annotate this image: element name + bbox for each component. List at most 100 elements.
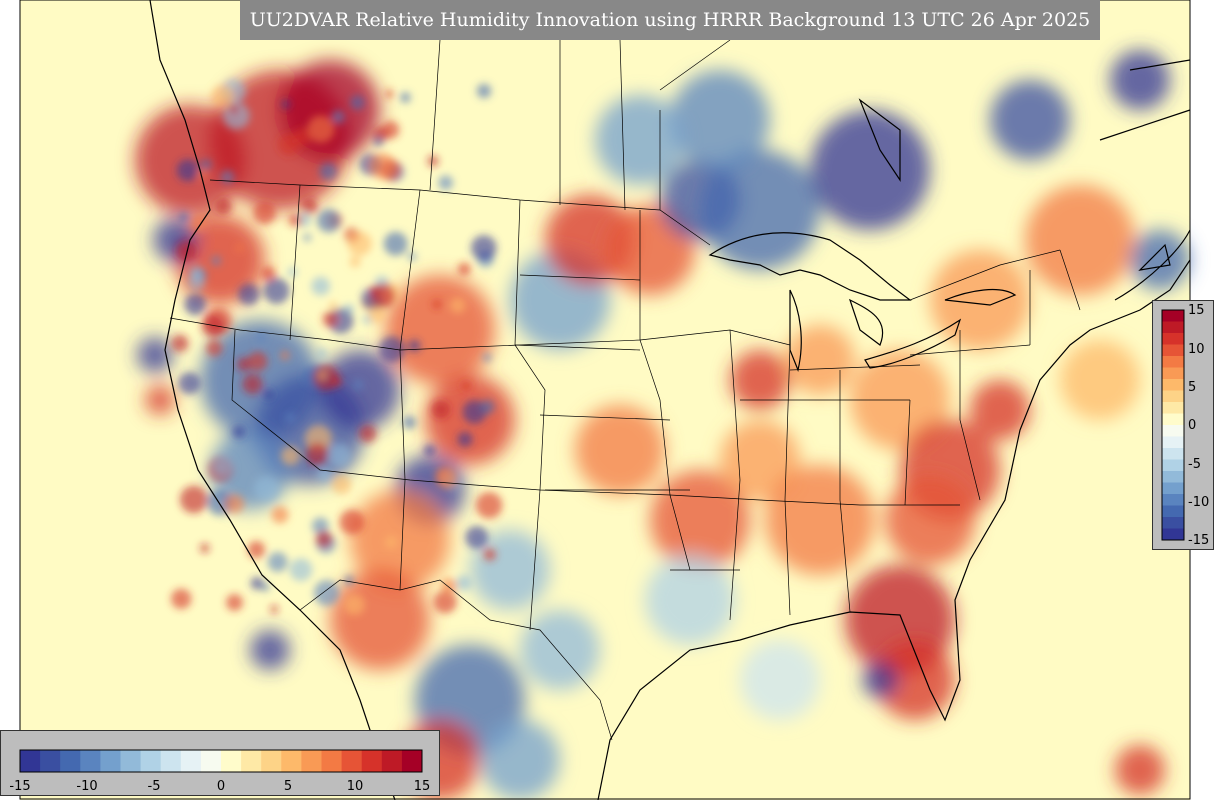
innovation-speck (199, 543, 210, 553)
colorbar-swatch (341, 750, 363, 772)
innovation-speck (349, 256, 361, 268)
colorbar-swatch (1162, 402, 1184, 414)
innovation-speck (358, 424, 377, 443)
innovation-speck (280, 350, 290, 361)
innovation-speck (427, 155, 439, 167)
innovation-blob (385, 275, 495, 385)
lake-huron (848, 298, 884, 346)
innovation-speck (322, 311, 339, 328)
colorbar-swatch (301, 750, 322, 772)
innovation-blob (330, 570, 430, 670)
colorbar-swatch (1162, 517, 1184, 529)
innovation-speck (483, 548, 497, 561)
innovation-speck (280, 446, 301, 466)
colorbar-swatch (100, 750, 121, 772)
hbar-tick-label: -10 (76, 779, 97, 794)
state-lines-vertical (289, 184, 981, 631)
colorbar-swatch (1162, 471, 1184, 483)
hbar-tick-label: -5 (148, 779, 161, 794)
innovation-speck (480, 399, 496, 415)
vbar-tick-label: 5 (1188, 380, 1196, 395)
innovation-field-detail (171, 79, 503, 616)
innovation-blob (765, 465, 875, 575)
vbar-tick-label: 15 (1188, 303, 1205, 318)
innovation-blob (990, 80, 1070, 160)
innovation-speck (176, 240, 197, 262)
innovation-speck (211, 85, 235, 109)
innovation-blob (700, 150, 820, 270)
colorbar-swatch (1162, 413, 1184, 426)
innovation-speck (289, 558, 313, 582)
innovation-speck (402, 415, 417, 430)
innovation-blob (1025, 185, 1135, 295)
innovation-blob (595, 95, 685, 185)
innovation-blob (480, 720, 560, 800)
colorbar-swatch (221, 750, 242, 772)
innovation-speck (226, 594, 243, 611)
colorbar-swatch (1162, 528, 1184, 541)
innovation-speck (253, 201, 276, 225)
innovation-speck (224, 494, 245, 514)
innovation-speck (267, 552, 288, 572)
innovation-speck (368, 305, 386, 323)
innovation-speck (456, 575, 472, 591)
innovation-speck (465, 525, 489, 549)
innovation-speck (253, 476, 280, 502)
vertical-colorbar-outline (1161, 309, 1185, 541)
innovation-speck (211, 255, 222, 266)
innovation-speck (482, 353, 492, 362)
colorbar-swatch (1162, 344, 1184, 357)
innovation-speck (385, 535, 398, 549)
colorbar-swatch (1162, 356, 1184, 368)
colorbar-swatch (321, 750, 343, 772)
lake-erie (864, 318, 962, 369)
vbar-tick-label: 10 (1188, 342, 1205, 357)
innovation-blob (730, 350, 790, 410)
innovation-speck (311, 517, 329, 535)
innovation-speck (188, 265, 204, 281)
labrador-coast (1099, 59, 1191, 141)
innovation-speck (247, 541, 266, 559)
vertical-colorbar: 15 10 5 0 -5 -10 -15 (1152, 300, 1214, 550)
innovation-speck (261, 266, 276, 281)
innovation-speck (171, 588, 192, 609)
colorbar-swatch (1162, 333, 1184, 345)
innovation-speck (436, 467, 459, 490)
colorbar-swatch (381, 750, 403, 772)
innovation-speck (238, 283, 260, 306)
innovation-speck (229, 104, 239, 115)
innovation-blob (1060, 340, 1140, 420)
innovation-blob (885, 475, 975, 565)
vertical-colorbar-graphic: 15 10 5 0 -5 -10 -15 (1161, 303, 1209, 548)
innovation-speck (317, 466, 332, 482)
colorbar-swatch (1162, 448, 1184, 460)
innovation-speck (313, 364, 339, 391)
innovation-speck (171, 334, 189, 352)
colorbar-swatch (1162, 494, 1184, 506)
innovation-blob (670, 70, 770, 170)
innovation-speck (461, 380, 471, 391)
innovation-speck (200, 159, 212, 171)
colorbar-swatch (40, 750, 61, 772)
innovation-blob (1110, 50, 1170, 110)
innovation-speck (248, 351, 268, 372)
colorbar-swatch (140, 750, 162, 772)
innovation-speck (344, 575, 354, 586)
innovation-speck (457, 431, 473, 447)
hbar-tick-label: -15 (9, 779, 30, 794)
canadian-province-lines (429, 39, 731, 211)
colorbar-swatch (20, 750, 41, 772)
innovation-speck (438, 175, 454, 191)
state-line-1 (169, 317, 791, 351)
innovation-blob (645, 555, 735, 645)
colorbar-swatch (80, 750, 101, 772)
innovation-speck (347, 231, 372, 256)
innovation-speck (179, 485, 208, 514)
innovation-blob (520, 610, 600, 690)
coastlines (149, 0, 1191, 800)
colorbar-swatch (1162, 425, 1184, 437)
innovation-blob (740, 640, 820, 720)
innovation-speck (235, 243, 244, 253)
colorbar-swatch (401, 750, 423, 772)
vbar-tick-label: -5 (1188, 457, 1201, 472)
